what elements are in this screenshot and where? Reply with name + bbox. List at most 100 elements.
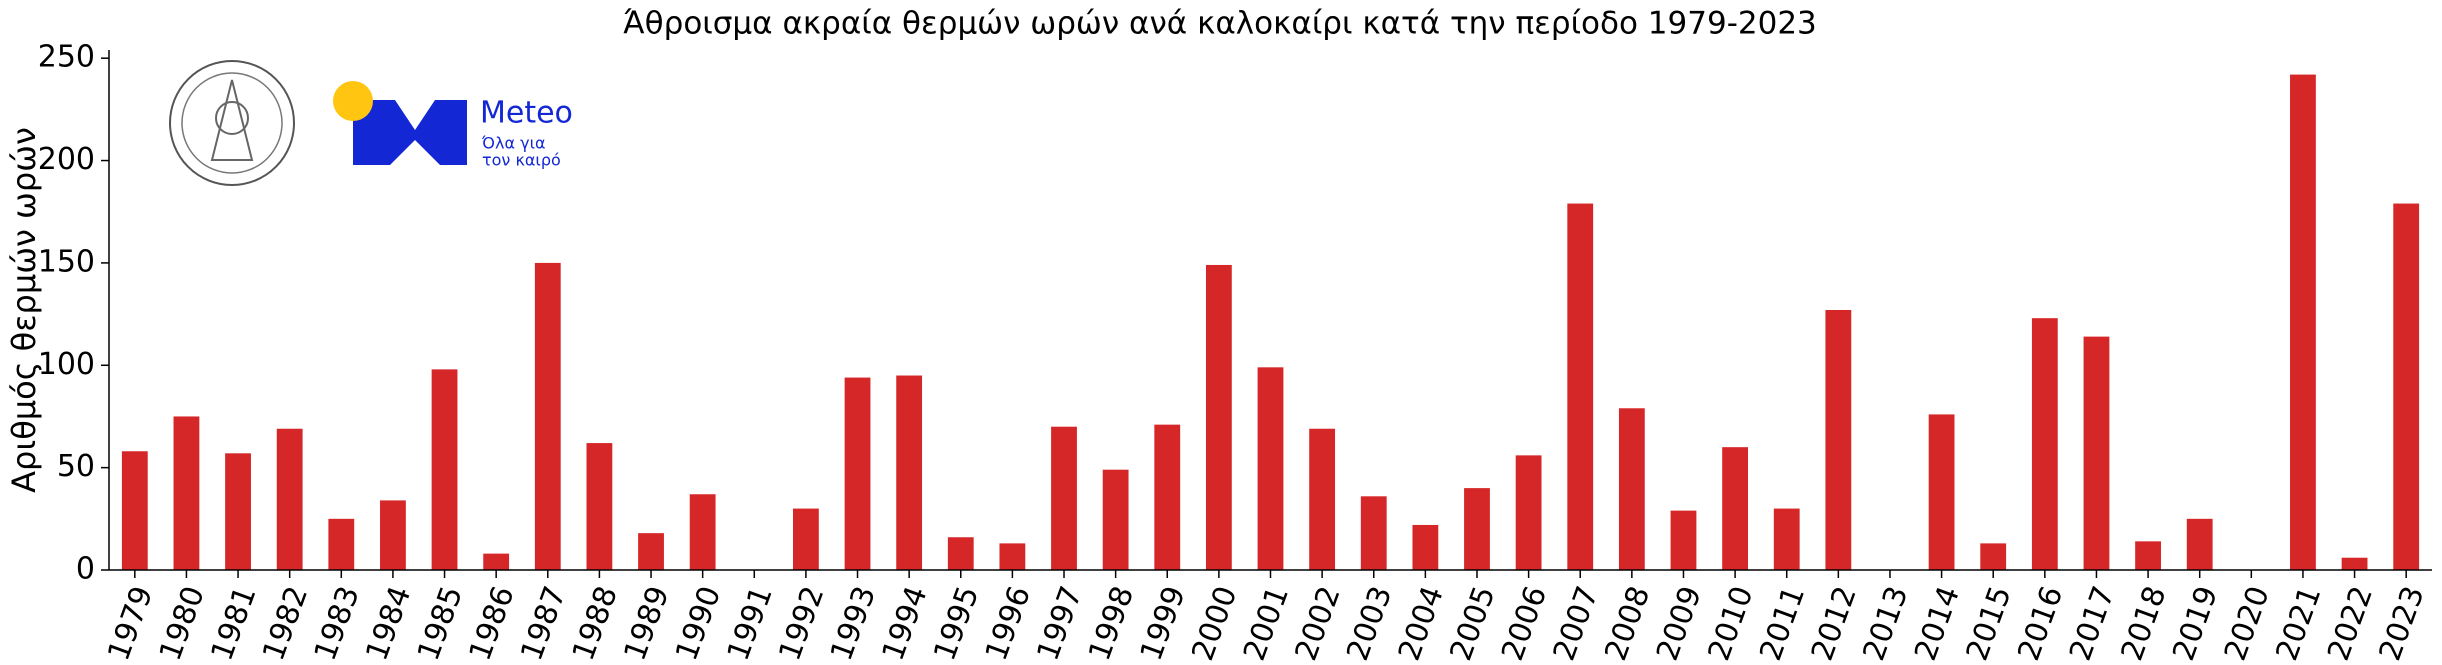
x-tick-label: 1995: [927, 582, 986, 665]
bar: [1102, 469, 1129, 570]
x-tick-label: 1986: [463, 582, 522, 665]
bar: [483, 553, 510, 570]
bar: [534, 262, 561, 570]
bar: [1928, 414, 1955, 570]
bar: [1567, 203, 1594, 570]
x-tick-label: 1987: [514, 582, 573, 665]
x-tick-label: 2023: [2373, 582, 2432, 665]
x-tick-label: 2019: [2166, 582, 2225, 665]
x-tick-label: 1996: [979, 582, 1038, 665]
y-tick-label: 100: [38, 347, 95, 382]
x-tick-label: 2018: [2115, 582, 2174, 665]
bar: [1051, 426, 1077, 570]
bar: [896, 375, 923, 570]
bar: [276, 428, 303, 570]
x-tick-label: 1988: [566, 582, 625, 665]
x-tick-label: 1999: [1134, 582, 1193, 665]
x-tick-label: 1989: [618, 582, 677, 665]
observatory-logo: [169, 60, 295, 186]
bar: [999, 543, 1026, 570]
logo-text: Όλα για: [481, 134, 546, 153]
x-tick-label: 2000: [1185, 582, 1244, 665]
bar: [1257, 367, 1284, 570]
bar: [792, 508, 819, 570]
bar: [1309, 428, 1336, 570]
x-tick-label: 2008: [1598, 582, 1657, 665]
x-tick-label: 2006: [1495, 582, 1554, 665]
x-tick-label: 2001: [1237, 582, 1296, 665]
chart-title: Άθροισμα ακραία θερμών ωρών ανά καλοκαίρ…: [623, 6, 1817, 42]
x-tick-label: 2015: [1960, 582, 2019, 665]
y-tick-label: 50: [57, 449, 95, 484]
x-tick-label: 1990: [669, 582, 728, 665]
bar: [2290, 74, 2316, 571]
x-tick-label: 2022: [2321, 582, 2380, 665]
bar: [638, 533, 664, 570]
x-tick-label: 2017: [2063, 582, 2122, 665]
x-tick-label: 1992: [772, 582, 831, 665]
x-tick-label: 2016: [2011, 582, 2070, 665]
bar: [1670, 510, 1697, 570]
x-tick-label: 2007: [1547, 582, 1606, 665]
bar: [1722, 447, 1749, 570]
x-tick-label: 1991: [721, 582, 780, 665]
x-tick-label: 2020: [2218, 582, 2277, 665]
x-tick-label: 2013: [1856, 582, 1915, 665]
meteo-logo: Meteo Όλα για τον καιρό: [333, 81, 573, 170]
bar: [1412, 524, 1439, 570]
bar: [328, 518, 355, 570]
bar: [1825, 310, 1852, 570]
x-tick-label: 1985: [411, 582, 470, 665]
bar: [1980, 543, 2007, 570]
x-tick-label: 2014: [1908, 582, 1967, 665]
y-tick-label: 150: [38, 244, 95, 279]
bar: [121, 451, 148, 570]
x-tick-label: 2005: [1443, 582, 1502, 665]
bar: [431, 369, 458, 570]
x-tick-label: 2010: [1702, 582, 1761, 665]
x-tick-label: 1993: [824, 582, 883, 665]
x-tick-label: 1979: [101, 582, 160, 665]
bar: [947, 537, 974, 570]
bar: [2341, 557, 2368, 570]
y-tick-label: 0: [76, 552, 95, 587]
x-tick-label: 1994: [876, 582, 935, 665]
bar: [380, 500, 406, 570]
bar: [1205, 264, 1232, 570]
bar: [2135, 541, 2161, 570]
bar: [2031, 318, 2058, 570]
bar: [1773, 508, 1800, 570]
x-tick-label: 1984: [359, 582, 418, 665]
x-tick-label: 1982: [256, 582, 315, 665]
logo-text: Meteo: [480, 96, 573, 131]
bar: [1464, 488, 1490, 570]
x-tick-label: 2004: [1392, 582, 1451, 665]
x-tick-label: 2002: [1289, 582, 1348, 665]
x-tick-label: 2021: [2269, 582, 2328, 665]
x-tick-label: 1983: [308, 582, 367, 665]
bar: [225, 453, 251, 570]
bar: [689, 494, 716, 570]
bar: [1515, 455, 1542, 570]
bar: [2186, 518, 2213, 570]
y-axis-label: Αριθμός θερμών ωρών: [5, 127, 43, 493]
bar: [1618, 408, 1645, 570]
x-tick-label: 1981: [205, 582, 264, 665]
bar: [1154, 424, 1181, 570]
bar: [173, 416, 200, 570]
y-tick-label: 200: [38, 142, 95, 177]
x-tick-label: 2009: [1650, 582, 1709, 665]
logo-text: τον καιρό: [482, 151, 561, 170]
bar: [844, 377, 871, 570]
x-tick-label: 1998: [1082, 582, 1141, 665]
bar: [586, 443, 613, 570]
x-tick-label: 1980: [153, 582, 212, 665]
bar: [2393, 203, 2420, 570]
bar: [2083, 336, 2110, 570]
x-tick-label: 2011: [1753, 582, 1812, 665]
bar: [1360, 496, 1387, 570]
y-tick-label: 250: [38, 40, 95, 75]
x-tick-label: 1997: [1031, 582, 1090, 665]
x-tick-label: 2003: [1340, 582, 1399, 665]
